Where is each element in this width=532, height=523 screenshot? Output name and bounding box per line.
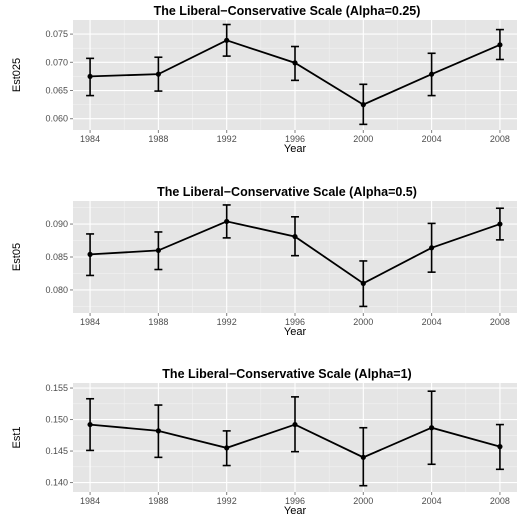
x-tick-label: 1988: [148, 496, 168, 506]
data-point: [155, 247, 161, 254]
chart-panel-1: 1984 1988 1992 1996 2000 2004 2008 0.060 0.065 0.…: [11, 4, 517, 155]
y-tick-label: 0.150: [45, 415, 68, 425]
data-point: [360, 102, 366, 108]
chart-title: The Liberal−Conservative Scale (Alpha=1): [162, 367, 411, 381]
x-tick-label: 1996: [285, 496, 305, 506]
x-tick-label: 1984: [80, 317, 100, 327]
data-point: [497, 444, 503, 450]
y-tick-label: 0.065: [45, 86, 68, 96]
x-tick-label: 2008: [490, 317, 510, 327]
data-point: [292, 60, 298, 66]
data-point: [360, 454, 366, 460]
y-axis-label: Est05: [11, 243, 23, 271]
y-tick-label: 0.140: [45, 478, 68, 488]
data-point: [360, 280, 366, 286]
x-tick-label: 2008: [490, 134, 510, 144]
x-tick-label: 1996: [285, 134, 305, 144]
x-tick-label: 2004: [422, 317, 442, 327]
data-point: [224, 37, 230, 43]
x-axis-label: Year: [284, 143, 307, 155]
y-axis-label: Est025: [11, 58, 23, 92]
chart-title: The Liberal−Conservative Scale (Alpha=0.…: [154, 4, 421, 18]
x-axis-label: Year: [284, 326, 307, 338]
data-point: [497, 42, 503, 48]
chart-title: The Liberal−Conservative Scale (Alpha=0.…: [157, 185, 417, 199]
x-tick-label: 2004: [422, 134, 442, 144]
data-point: [87, 73, 93, 80]
y-tick-label: 0.085: [45, 252, 68, 262]
y-tick-label: 0.155: [45, 383, 68, 393]
x-tick-label: 1992: [217, 317, 237, 327]
y-tick-label: 0.070: [45, 57, 68, 67]
x-tick-label: 1992: [217, 496, 237, 506]
data-point: [429, 245, 435, 251]
data-point: [292, 421, 298, 428]
data-point: [429, 425, 435, 431]
y-axis-label: Est1: [11, 426, 23, 448]
y-tick-label: 0.145: [45, 446, 68, 456]
x-tick-label: 1984: [80, 496, 100, 506]
x-tick-label: 2000: [353, 134, 373, 144]
data-point: [429, 71, 435, 77]
y-tick-label: 0.060: [45, 114, 68, 124]
x-tick-label: 1992: [217, 134, 237, 144]
data-point: [87, 251, 93, 257]
x-tick-label: 1984: [80, 134, 100, 144]
x-axis-label: Year: [284, 505, 307, 517]
x-tick-label: 2008: [490, 496, 510, 506]
x-tick-label: 1988: [148, 134, 168, 144]
chart-panel-3: 1984 1988 1992 1996 2000 2004 2008 0.140 0.145 0.…: [11, 367, 517, 517]
x-tick-label: 1996: [285, 317, 305, 327]
data-point: [497, 221, 503, 227]
data-point: [224, 218, 230, 225]
chart-panel-2: 1984 1988 1992 1996 2000 2004 2008 0.080 0.085 0.…: [11, 185, 517, 338]
data-point: [87, 421, 93, 428]
x-tick-label: 2004: [422, 496, 442, 506]
data-point: [292, 233, 298, 240]
x-tick-label: 2000: [353, 317, 373, 327]
data-point: [155, 71, 161, 77]
x-tick-label: 2000: [353, 496, 373, 506]
x-tick-label: 1988: [148, 317, 168, 327]
y-tick-label: 0.080: [45, 285, 68, 295]
y-tick-label: 0.090: [45, 219, 68, 229]
data-point: [224, 445, 230, 451]
data-point: [155, 428, 161, 434]
y-tick-label: 0.075: [45, 29, 68, 39]
